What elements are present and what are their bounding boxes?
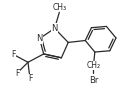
Text: F: F [28, 74, 32, 83]
Text: Br: Br [89, 76, 98, 85]
Text: F: F [15, 69, 19, 78]
Text: CH₂: CH₂ [86, 61, 100, 70]
Text: N: N [51, 24, 58, 33]
Text: N: N [36, 34, 43, 43]
Text: CH₃: CH₃ [52, 3, 66, 12]
Text: F: F [12, 50, 16, 59]
